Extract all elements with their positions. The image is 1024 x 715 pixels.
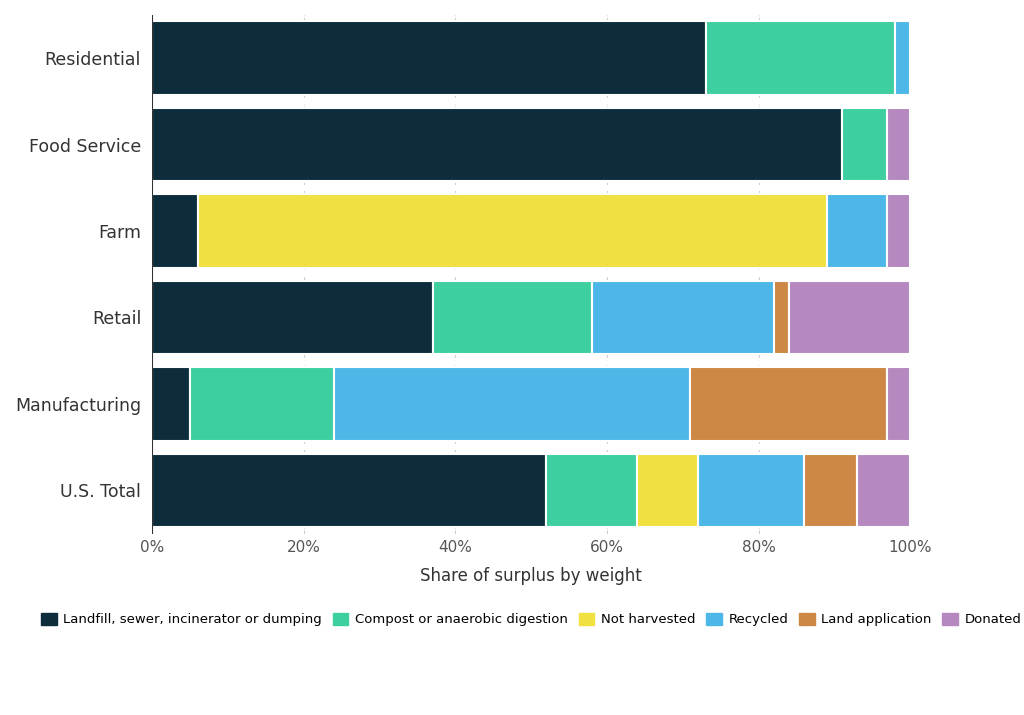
- Bar: [153, 21, 706, 95]
- Bar: [153, 367, 190, 440]
- Bar: [698, 453, 804, 527]
- Bar: [592, 281, 774, 354]
- Bar: [637, 453, 698, 527]
- Bar: [842, 108, 888, 182]
- Bar: [433, 281, 592, 354]
- Bar: [774, 281, 788, 354]
- Bar: [198, 194, 826, 268]
- Bar: [826, 194, 888, 268]
- Bar: [190, 367, 334, 440]
- Bar: [804, 453, 857, 527]
- Bar: [153, 281, 433, 354]
- Bar: [857, 453, 910, 527]
- Bar: [153, 108, 842, 182]
- Legend: Landfill, sewer, incinerator or dumping, Compost or anaerobic digestion, Not har: Landfill, sewer, incinerator or dumping,…: [36, 608, 1024, 631]
- Bar: [895, 21, 910, 95]
- Bar: [888, 367, 910, 440]
- Bar: [690, 367, 888, 440]
- Bar: [334, 367, 690, 440]
- Bar: [547, 453, 637, 527]
- X-axis label: Share of surplus by weight: Share of surplus by weight: [420, 566, 642, 585]
- Bar: [153, 453, 547, 527]
- Bar: [888, 194, 910, 268]
- Bar: [888, 108, 910, 182]
- Bar: [706, 21, 895, 95]
- Bar: [788, 281, 910, 354]
- Bar: [153, 194, 198, 268]
